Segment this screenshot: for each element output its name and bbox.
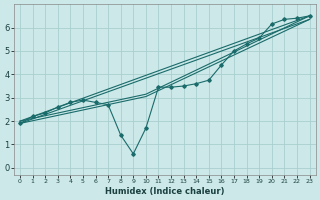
X-axis label: Humidex (Indice chaleur): Humidex (Indice chaleur): [105, 187, 225, 196]
